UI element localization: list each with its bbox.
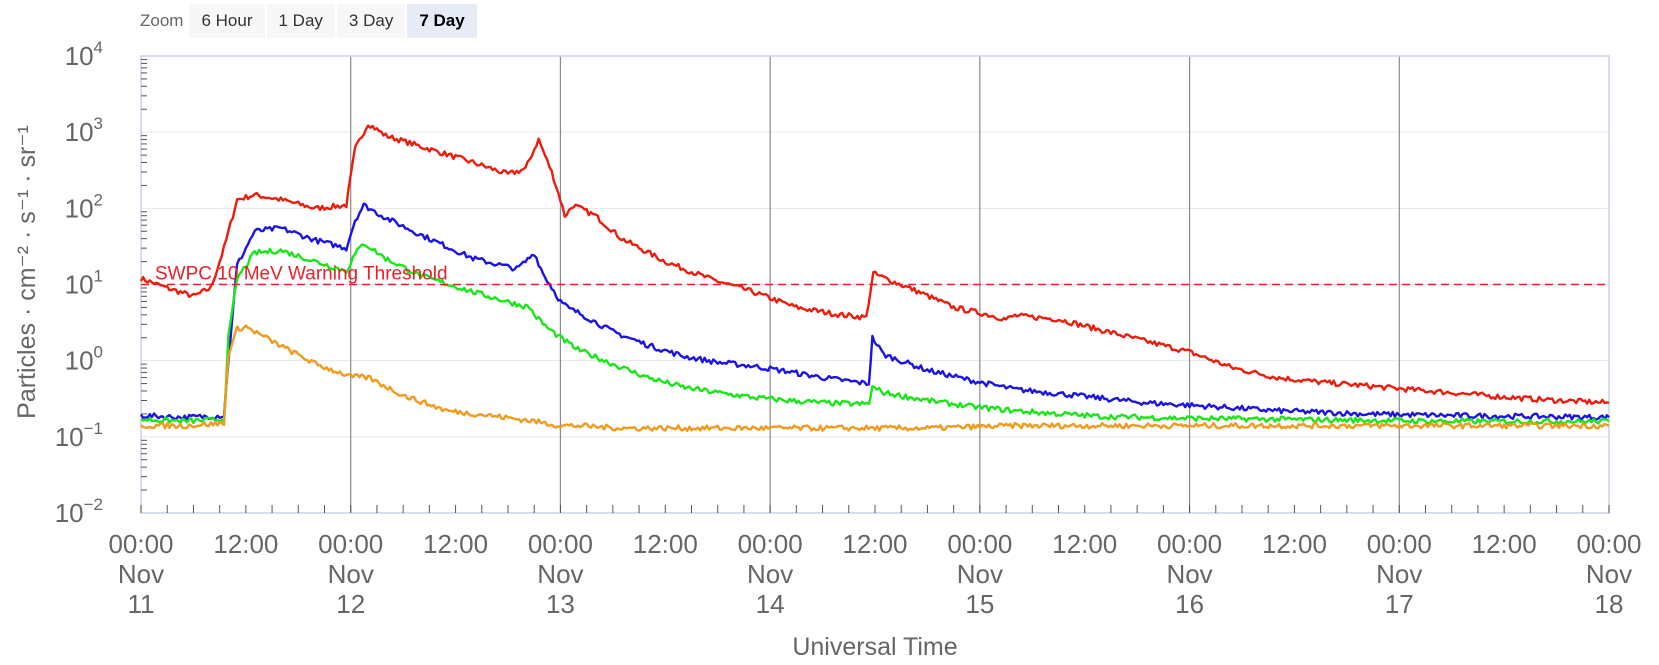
- x-tick-day: 17: [1385, 589, 1414, 619]
- zoom-7-day-button[interactable]: 7 Day: [407, 3, 477, 38]
- y-tick-label: 101: [65, 267, 103, 300]
- series-line-2: [140, 243, 1610, 426]
- x-tick-month: Nov: [118, 559, 164, 589]
- x-tick-day: 16: [1175, 589, 1204, 619]
- x-tick-time: 12:00: [1472, 529, 1537, 559]
- y-tick-label: 10−2: [55, 495, 103, 528]
- x-tick-time: 12:00: [633, 529, 698, 559]
- x-tick-month: Nov: [328, 559, 374, 589]
- x-tick-time: 12:00: [423, 529, 488, 559]
- x-tick-day: 11: [128, 589, 155, 619]
- y-tick-label: 102: [65, 190, 103, 223]
- series-line-0: [139, 124, 1610, 405]
- y-tick-label: 100: [65, 343, 103, 376]
- x-tick-time: 12:00: [1262, 529, 1327, 559]
- x-tick-month: Nov: [747, 559, 793, 589]
- x-tick-time: 12:00: [213, 529, 278, 559]
- x-tick-month: Nov: [1586, 559, 1632, 589]
- y-tick-label: 104: [65, 38, 103, 71]
- x-axis-minor-ticks: [140, 58, 1610, 513]
- x-tick-time: 00:00: [1576, 529, 1641, 559]
- series-line-1: [140, 202, 1610, 421]
- y-tick-label: 103: [65, 114, 103, 147]
- x-tick-time: 00:00: [738, 529, 803, 559]
- x-tick-day: 13: [546, 589, 575, 619]
- x-tick-time: 00:00: [108, 529, 173, 559]
- series-lines: [139, 124, 1610, 432]
- zoom-bar: Zoom 6 Hour 1 Day 3 Day 7 Day: [140, 3, 479, 38]
- x-tick-time: 12:00: [842, 529, 907, 559]
- x-tick-day: 14: [756, 589, 785, 619]
- zoom-label: Zoom: [140, 10, 184, 30]
- x-axis-title: Universal Time: [792, 633, 957, 661]
- threshold-label: SWPC 10 MeV Warning Threshold: [155, 264, 448, 285]
- x-tick-month: Nov: [1376, 559, 1422, 589]
- x-tick-time: 00:00: [1157, 529, 1222, 559]
- zoom-1-day-button[interactable]: 1 Day: [266, 3, 335, 38]
- x-tick-time: 00:00: [318, 529, 383, 559]
- x-tick-month: Nov: [957, 559, 1003, 589]
- x-tick-time: 00:00: [528, 529, 593, 559]
- x-tick-time: 00:00: [947, 529, 1012, 559]
- series-line-3: [140, 324, 1610, 432]
- x-tick-month: Nov: [537, 559, 583, 589]
- x-tick-day: 12: [336, 589, 365, 619]
- y-tick-label: 10−1: [55, 419, 103, 452]
- x-tick-time: 12:00: [1052, 529, 1117, 559]
- y-axis-tick-labels: 104 103 102 101 100 10−1 10−2: [55, 38, 103, 528]
- threshold: SWPC 10 MeV Warning Threshold: [141, 264, 1609, 286]
- zoom-3-day-button[interactable]: 3 Day: [336, 3, 406, 38]
- zoom-6-hour-button[interactable]: 6 Hour: [189, 3, 265, 38]
- x-tick-day: 18: [1595, 589, 1624, 619]
- x-tick-day: 15: [965, 589, 994, 619]
- x-tick-month: Nov: [1166, 559, 1212, 589]
- y-axis-title: Particles · cm⁻² · s⁻¹ · sr⁻¹: [13, 125, 41, 419]
- x-tick-time: 00:00: [1367, 529, 1432, 559]
